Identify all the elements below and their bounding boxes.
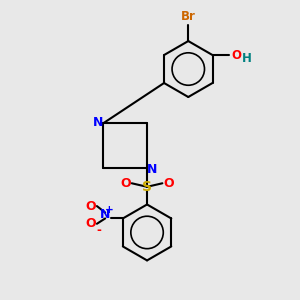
Text: O: O [231,49,241,62]
Text: O: O [85,217,96,230]
Text: H: H [242,52,252,65]
Text: N: N [100,208,110,221]
Text: O: O [164,177,174,190]
Text: Br: Br [181,11,196,23]
Text: N: N [92,116,103,128]
Text: +: + [105,205,114,215]
Text: O: O [120,177,130,190]
Text: N: N [147,163,158,176]
Text: S: S [142,180,152,194]
Text: -: - [96,224,101,237]
Text: O: O [85,200,96,213]
